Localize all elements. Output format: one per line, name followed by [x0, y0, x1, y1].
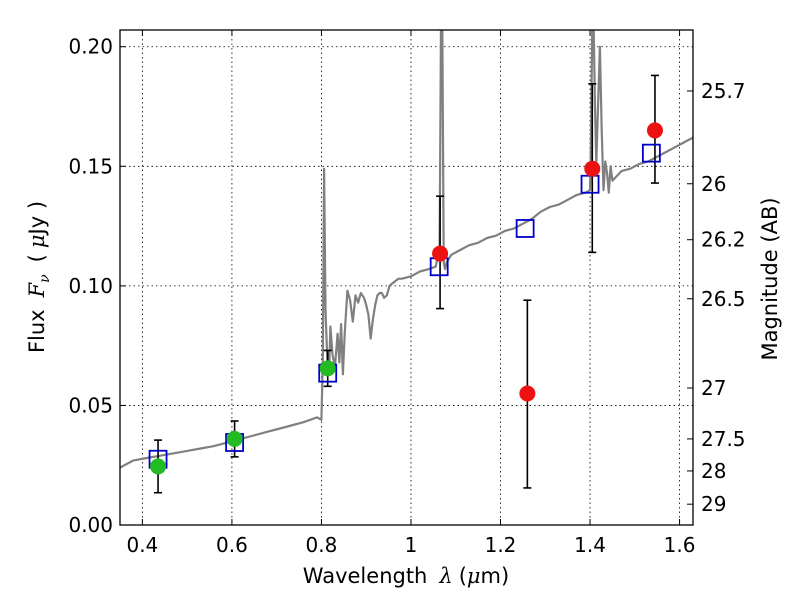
x-axis-label-unit-open: ( [459, 564, 467, 588]
model-photometry-point [641, 143, 661, 163]
x-tick-label: 1.6 [664, 533, 696, 557]
model-photometry-point [515, 219, 535, 238]
y-axis-label-unit-rest: Jy ) [25, 201, 49, 237]
observed-flux-point [319, 360, 336, 377]
x-tick-label: 1 [405, 533, 418, 557]
y-axis-label-unit-mu: μ [25, 234, 49, 248]
x-axis-label: Wavelength λ (μm) [303, 564, 509, 588]
x-tick-label: 0.4 [126, 533, 158, 557]
y2-axis-label: Magnitude (AB) [758, 197, 782, 360]
y-tick-label: 0.05 [68, 393, 113, 417]
y-axis-label-prefix: Flux [25, 309, 49, 353]
x-tick-label: 1.2 [485, 533, 517, 557]
x-tick-label: 1.4 [574, 533, 606, 557]
x-axis-label-unit-mu: μ [467, 564, 481, 588]
x-tick-label: 0.8 [306, 533, 338, 557]
mag-tick-label: 27.5 [701, 427, 746, 451]
mag-tick-label: 25.7 [701, 79, 746, 103]
spectrum-line [120, 30, 693, 469]
mag-tick-label: 26.5 [701, 287, 746, 311]
y-tick-label: 0.20 [68, 35, 113, 59]
y-axis-label-subscript: ν [37, 274, 53, 283]
mag-tick-label: 26.2 [701, 228, 746, 252]
x-tick-label: 0.6 [216, 533, 248, 557]
y-axis-label-symbol: F [25, 281, 49, 298]
mag-tick-label: 29 [701, 492, 726, 516]
y-tick-label: 0.00 [68, 513, 113, 537]
axes: 0.4 0.6 0.8 1 1.2 1.4 1.6 0.00 0.05 0.10 0.15 0.20 2… [68, 30, 746, 557]
observed-flux-point [584, 160, 601, 177]
plot-frame [119, 29, 694, 526]
observed-flux-point [226, 430, 243, 447]
y-tick-label: 0.10 [68, 274, 113, 298]
observed-flux-point [646, 122, 663, 139]
y-axis-label: Flux Fν ( μJy ) [25, 201, 53, 353]
observed-flux-point [432, 245, 449, 262]
mag-tick-label: 27 [701, 376, 726, 400]
x-axis-label-symbol: λ [438, 564, 452, 588]
observed-flux-point [519, 385, 536, 402]
observed-flux-point [150, 458, 167, 475]
y-axis-label-unit-open: ( [25, 254, 49, 262]
mag-tick-label: 28 [701, 459, 726, 483]
x-axis-label-unit-rest: m) [481, 564, 510, 588]
mag-tick-label: 26 [701, 172, 726, 196]
x-axis-label-prefix: Wavelength [303, 564, 428, 588]
plot-data [120, 30, 693, 494]
y-tick-label: 0.15 [68, 154, 113, 178]
